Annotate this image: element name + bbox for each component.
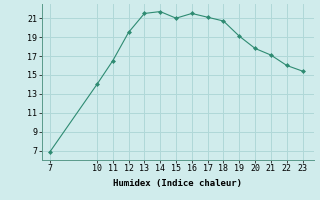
- X-axis label: Humidex (Indice chaleur): Humidex (Indice chaleur): [113, 179, 242, 188]
